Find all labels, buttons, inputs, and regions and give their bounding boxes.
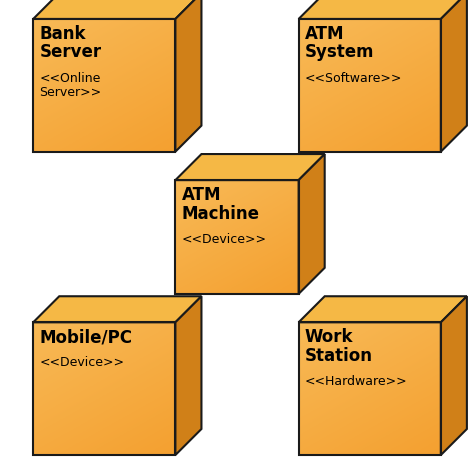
Text: ATM
System: ATM System: [305, 25, 374, 61]
Polygon shape: [441, 0, 467, 152]
Polygon shape: [33, 296, 201, 322]
Polygon shape: [33, 0, 201, 19]
Polygon shape: [175, 0, 201, 152]
Polygon shape: [175, 154, 325, 180]
Text: <<Online
Server>>: <<Online Server>>: [39, 72, 101, 99]
Text: Mobile/PC: Mobile/PC: [39, 328, 132, 346]
Polygon shape: [441, 296, 467, 455]
Polygon shape: [175, 296, 201, 455]
Text: <<Device>>: <<Device>>: [182, 233, 266, 246]
Polygon shape: [299, 154, 325, 294]
Text: <<Software>>: <<Software>>: [305, 72, 402, 85]
Text: ATM
Machine: ATM Machine: [182, 186, 260, 222]
Text: <<Hardware>>: <<Hardware>>: [305, 375, 408, 388]
Polygon shape: [299, 0, 467, 19]
Text: Bank
Server: Bank Server: [39, 25, 101, 61]
Text: Work
Station: Work Station: [305, 328, 373, 365]
Text: <<Device>>: <<Device>>: [39, 356, 124, 369]
Polygon shape: [299, 296, 467, 322]
